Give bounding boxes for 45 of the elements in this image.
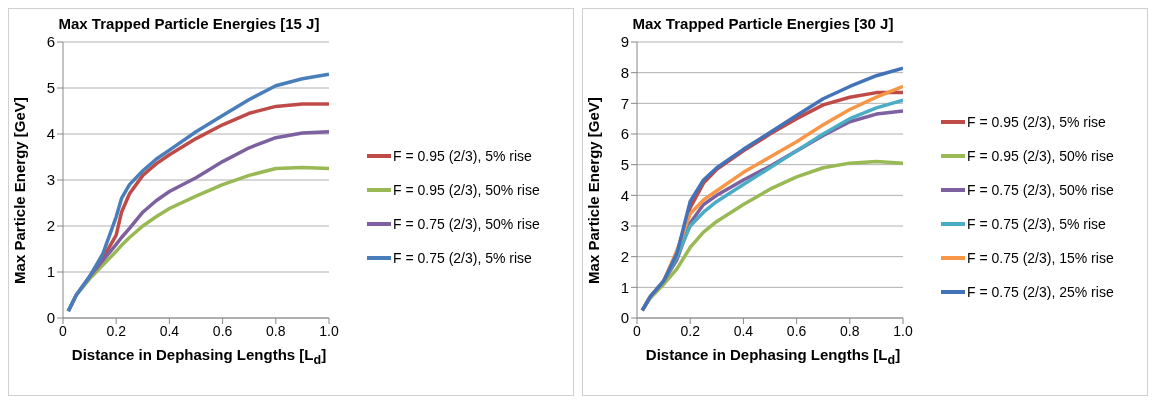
y-tick-label: 7: [620, 94, 629, 112]
legend-label: F = 0.95 (2/3), 50% rise: [393, 181, 541, 200]
y-tick-label: 8: [620, 63, 629, 81]
y-tick-label: 9: [620, 33, 629, 51]
x-tick-label: 0.8: [840, 322, 860, 339]
x-tick-label: 0.6: [786, 322, 807, 339]
legend-label: F = 0.95 (2/3), 50% rise: [967, 147, 1115, 166]
legend-label: F = 0.75 (2/3), 15% rise: [967, 249, 1115, 268]
x-tick-label: 1.0: [893, 322, 913, 339]
y-tick-label: 2: [620, 247, 629, 265]
x-tick-label: 0: [633, 322, 642, 339]
y-tick-label: 1: [46, 263, 55, 281]
x-tick-label: 0.4: [733, 322, 754, 339]
chart-title: Max Trapped Particle Energies [15 J]: [57, 15, 321, 32]
y-axis-title: Max Particle Energy [GeV]: [10, 96, 28, 286]
y-tick-label: 6: [620, 125, 629, 143]
y-tick-label: 3: [620, 217, 629, 235]
legend-label: F = 0.75 (2/3), 5% rise: [967, 215, 1107, 234]
legend-label: F = 0.95 (2/3), 5% rise: [393, 147, 533, 166]
y-tick-label: 3: [46, 171, 55, 189]
legend-label: F = 0.75 (2/3), 50% rise: [967, 181, 1115, 200]
legend-label: F = 0.75 (2/3), 25% rise: [967, 283, 1115, 302]
x-tick-label: 1.0: [319, 322, 339, 339]
legend-label: F = 0.75 (2/3), 50% rise: [393, 215, 541, 234]
x-tick-label: 0.2: [106, 322, 127, 339]
y-tick-label: 0: [620, 309, 629, 327]
y-tick-label: 6: [46, 33, 55, 51]
x-axis-title: Distance in Dephasing Lengths [L$_{d}$]: [644, 346, 902, 367]
y-tick-label: 0: [46, 309, 55, 327]
x-axis-title: Distance in Dephasing Lengths [L$_{d}$]: [70, 346, 328, 367]
x-tick-label: 0.4: [159, 322, 180, 339]
y-tick-label: 4: [620, 186, 629, 204]
x-tick-label: 0.8: [266, 322, 286, 339]
y-tick-label: 2: [46, 217, 55, 235]
x-tick-label: 0: [59, 322, 68, 339]
legend-label: F = 0.95 (2/3), 5% rise: [967, 113, 1107, 132]
x-tick-label: 0.6: [212, 322, 233, 339]
y-tick-label: 5: [46, 79, 55, 97]
y-tick-label: 5: [620, 155, 629, 173]
legend-label: F = 0.75 (2/3), 5% rise: [393, 249, 533, 268]
y-axis-title: Max Particle Energy [GeV]: [584, 96, 602, 286]
y-tick-label: 4: [46, 125, 55, 143]
chart-title: Max Trapped Particle Energies [30 J]: [631, 15, 895, 32]
y-tick-label: 1: [620, 278, 629, 296]
x-tick-label: 0.2: [680, 322, 701, 339]
